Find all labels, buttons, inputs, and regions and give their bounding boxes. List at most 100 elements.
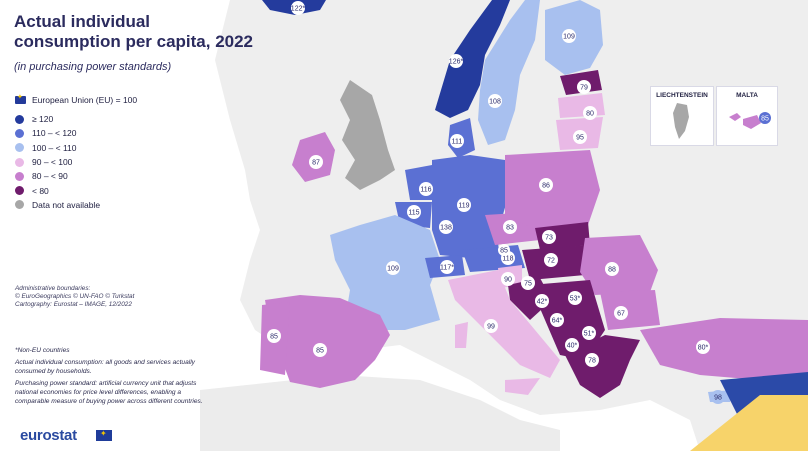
legend-item: 90 – < 100 <box>15 155 137 169</box>
value-sweden: 108 <box>489 99 501 106</box>
country-value: 122* <box>291 1 306 15</box>
country-value: 53* <box>568 291 582 305</box>
country-value: 108 <box>488 94 502 108</box>
country-value: 116 <box>419 182 433 196</box>
legend-swatch <box>15 143 24 153</box>
country-value: 119 <box>457 198 471 212</box>
footnote-pps: Purchasing power standard: artificial cu… <box>15 380 203 405</box>
country-value: 87 <box>309 155 323 169</box>
boundary-notes: Administrative boundaries: © EuroGeograp… <box>15 285 205 310</box>
legend-label: ≥ 120 <box>32 114 54 125</box>
value-italy: 99 <box>487 324 495 331</box>
country-value: 88 <box>605 262 619 276</box>
country-italy <box>448 270 560 378</box>
eurostat-logo: eurostat <box>20 427 77 444</box>
country-value: 90 <box>501 272 515 286</box>
legend-swatch <box>15 171 24 181</box>
country-value: 109 <box>562 29 576 43</box>
value-luxembourg: 138 <box>440 225 452 232</box>
legend-label: 110 – < 120 <box>32 128 77 139</box>
legend-swatch <box>15 114 24 124</box>
country-value: 85 <box>267 329 281 343</box>
country-value: 98 <box>711 390 725 404</box>
country-greece <box>565 335 640 398</box>
legend-item: 80 – < 90 <box>15 169 137 183</box>
country-sicily <box>505 378 540 395</box>
country-value: 95 <box>573 130 587 144</box>
value-slovakia: 73 <box>545 235 553 242</box>
country-spain <box>265 295 390 388</box>
north-africa-land <box>200 375 560 451</box>
legend-swatch <box>15 186 24 196</box>
value-ireland: 87 <box>312 160 320 167</box>
country-sweden <box>478 0 540 145</box>
country-value: 109 <box>386 261 400 275</box>
value-portugal: 85 <box>270 334 278 341</box>
value-norway: 126* <box>449 59 464 66</box>
value-czechia: 83 <box>506 225 514 232</box>
footnote-aic: Actual individual consumption: all goods… <box>15 359 195 375</box>
inset-title: MALTA <box>736 92 758 99</box>
legend-label: Data not available <box>32 199 101 210</box>
legend-heading-label: European Union (EU) = 100 <box>32 95 138 105</box>
country-value: 42* <box>535 294 549 308</box>
value-iceland: 122* <box>291 6 306 13</box>
inset-title: LIECHTENSTEIN <box>656 92 708 99</box>
eu-flag-icon <box>15 93 26 104</box>
country-value: 79 <box>577 80 591 94</box>
country-value: 67 <box>614 306 628 320</box>
country-value: 126* <box>449 54 464 68</box>
footnote-non-eu: *Non-EU countries <box>15 347 70 354</box>
legend-item: 110 – < 120 <box>15 126 137 140</box>
value-slovenia: 90 <box>504 277 512 284</box>
country-value: 99 <box>484 319 498 333</box>
value-malta: 85 <box>761 116 769 123</box>
value-france: 109 <box>387 266 399 273</box>
country-value: 72 <box>544 253 558 267</box>
value-montenegro: 64* <box>552 318 563 325</box>
value-austria: 118 <box>502 256 513 263</box>
country-value: 80 <box>583 106 597 120</box>
value-spain: 85 <box>316 348 324 355</box>
footnotes: *Non-EU countries Actual individual cons… <box>15 346 205 409</box>
value-labels: 122* 126* 108 109 79 80 95 111 87 116 11… <box>267 1 725 404</box>
country-poland <box>505 150 600 232</box>
legend-item: ≥ 120 <box>15 112 137 126</box>
value-poland: 86 <box>542 183 550 190</box>
boundaries-label: Administrative boundaries: <box>15 285 91 292</box>
value-belgium: 115 <box>408 210 419 217</box>
inset-liechtenstein: LIECHTENSTEIN <box>650 86 714 146</box>
country-value: 75 <box>521 276 535 290</box>
inset-malta: MALTA 85 <box>716 86 778 146</box>
country-sardinia <box>455 322 468 348</box>
country-value: 85 <box>313 343 327 357</box>
legend-item: Data not available <box>15 198 137 212</box>
eu-flag-icon <box>96 429 112 441</box>
value-germany: 119 <box>458 203 469 210</box>
cartography-label: Cartography: Eurostat – IMAGE, 12/2022 <box>15 301 132 309</box>
corner-graphic-yellow <box>690 395 808 451</box>
country-value: 40* <box>565 338 579 352</box>
country-romania <box>580 235 658 295</box>
country-value: 78 <box>585 353 599 367</box>
country-value: 85 <box>498 244 510 256</box>
malta-shape: 85 <box>729 112 771 129</box>
value-other: 85 <box>500 248 508 255</box>
value-netherlands: 116 <box>420 187 431 194</box>
value-estonia: 79 <box>580 85 588 92</box>
legend-item: < 80 <box>15 183 137 197</box>
value-cyprus: 98 <box>714 395 722 402</box>
country-france <box>330 215 440 330</box>
value-greece: 78 <box>588 358 596 365</box>
country-value: 83 <box>503 220 517 234</box>
country-turkiye <box>640 318 808 380</box>
legend-label: 80 – < 90 <box>32 171 68 182</box>
value-north-macedonia: 51* <box>584 331 595 338</box>
copyright-label: © EuroGeographics © UN-FAO © Turkstat <box>15 293 135 301</box>
map-title: Actual individual consumption per capita… <box>14 12 254 51</box>
legend-swatch <box>15 200 24 210</box>
map-subtitle: (in purchasing power standards) <box>14 61 172 73</box>
country-germany <box>432 155 510 258</box>
